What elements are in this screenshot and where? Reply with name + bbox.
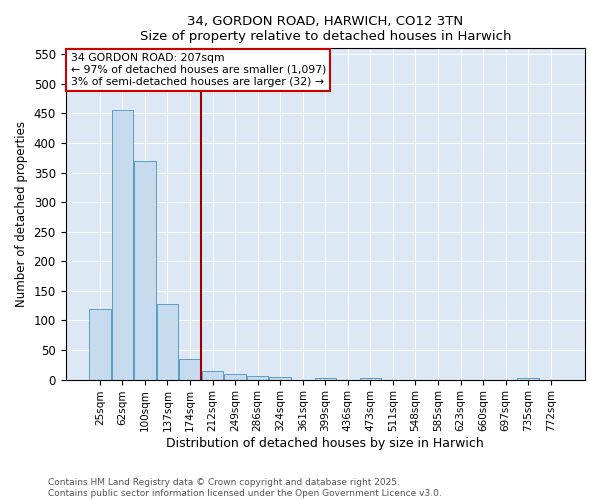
Bar	[247, 376, 268, 380]
Y-axis label: Number of detached properties: Number of detached properties	[15, 121, 28, 307]
Text: Contains HM Land Registry data © Crown copyright and database right 2025.
Contai: Contains HM Land Registry data © Crown c…	[48, 478, 442, 498]
X-axis label: Distribution of detached houses by size in Harwich: Distribution of detached houses by size …	[166, 437, 484, 450]
Bar	[269, 376, 291, 380]
Bar	[517, 378, 539, 380]
Bar	[89, 308, 110, 380]
Bar	[112, 110, 133, 380]
Bar	[314, 378, 336, 380]
Bar	[179, 359, 201, 380]
Title: 34, GORDON ROAD, HARWICH, CO12 3TN
Size of property relative to detached houses : 34, GORDON ROAD, HARWICH, CO12 3TN Size …	[140, 15, 511, 43]
Bar	[157, 304, 178, 380]
Text: 34 GORDON ROAD: 207sqm
← 97% of detached houses are smaller (1,097)
3% of semi-d: 34 GORDON ROAD: 207sqm ← 97% of detached…	[71, 54, 326, 86]
Bar	[224, 374, 246, 380]
Bar	[202, 370, 223, 380]
Bar	[134, 160, 155, 380]
Bar	[359, 378, 381, 380]
